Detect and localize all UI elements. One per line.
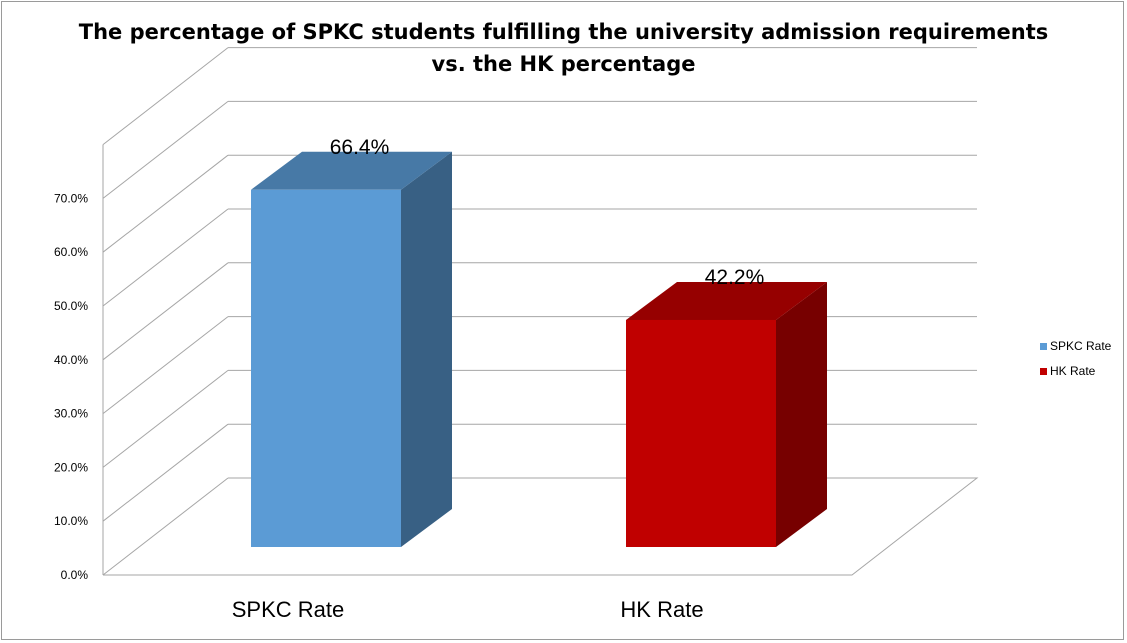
chart-title-line-1: The percentage of SPKC students fulfilli… bbox=[78, 20, 1049, 44]
gridline-side-30 bbox=[102, 316, 229, 414]
chart-title: The percentage of SPKC students fulfilli… bbox=[0, 16, 1127, 80]
y-tick-label: 0.0% bbox=[61, 568, 89, 582]
bar-top-face bbox=[626, 281, 827, 320]
data-labels: 66.4% 42.2% bbox=[330, 136, 765, 289]
y-tick-label: 60.0% bbox=[54, 245, 88, 259]
x-category-label: SPKC Rate bbox=[232, 597, 345, 622]
gridline-side-0 bbox=[102, 477, 229, 576]
gridline-side-60 bbox=[102, 154, 229, 253]
gridlines bbox=[102, 47, 979, 576]
bar-front-face bbox=[626, 319, 776, 547]
data-label: 66.4% bbox=[330, 136, 390, 159]
y-tick-label: 40.0% bbox=[54, 353, 88, 367]
x-category-label: HK Rate bbox=[620, 597, 703, 622]
legend-label: HK Rate bbox=[1050, 364, 1096, 378]
legend-swatch bbox=[1040, 343, 1047, 350]
bar-side-face bbox=[776, 281, 827, 547]
bar-2 bbox=[626, 281, 827, 547]
y-tick-label: 50.0% bbox=[54, 299, 88, 313]
y-axis-ticks: 0.0% 10.0% 20.0% 30.0% 40.0% 50.0% 60.0% 70.0% bbox=[54, 191, 88, 582]
bar-top-face bbox=[251, 151, 452, 190]
x-axis-categories: SPKC Rate HK Rate bbox=[232, 597, 704, 622]
legend-label: SPKC Rate bbox=[1050, 339, 1112, 353]
bars bbox=[251, 151, 827, 547]
bar-front-face bbox=[251, 189, 401, 547]
y-tick-label: 70.0% bbox=[54, 191, 88, 205]
data-label: 42.2% bbox=[705, 266, 765, 289]
gridline-side-80 bbox=[102, 47, 229, 145]
bar-1 bbox=[251, 151, 452, 547]
gridline-side-10 bbox=[102, 423, 229, 522]
gridline-side-40 bbox=[102, 262, 229, 361]
floor-outline bbox=[103, 477, 979, 576]
y-tick-label: 10.0% bbox=[54, 514, 88, 528]
gridline-side-20 bbox=[102, 370, 229, 468]
legend-swatch bbox=[1040, 368, 1047, 375]
gridline-side-50 bbox=[102, 208, 229, 307]
y-tick-label: 30.0% bbox=[54, 407, 88, 421]
gridline-side-70 bbox=[102, 101, 229, 199]
legend: SPKC Rate HK Rate bbox=[1040, 339, 1112, 378]
bar-side-face bbox=[401, 151, 452, 547]
chart-title-line-2: vs. the HK percentage bbox=[431, 52, 696, 76]
y-tick-label: 20.0% bbox=[54, 460, 88, 474]
